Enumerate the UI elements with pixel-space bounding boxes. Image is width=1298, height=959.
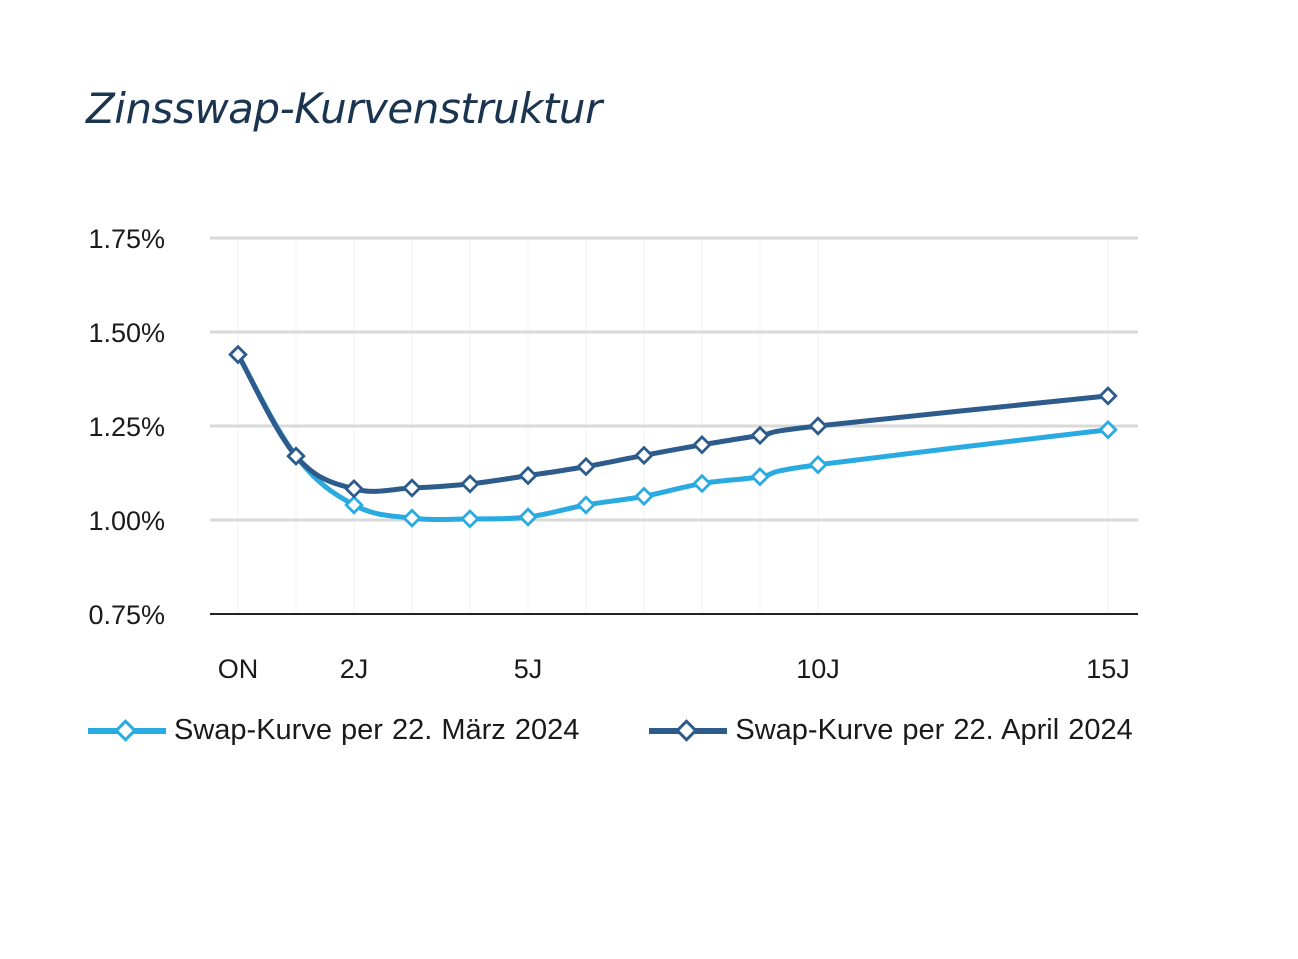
data-point-0 xyxy=(576,495,596,515)
data-point-1 xyxy=(228,344,248,365)
data-point-0 xyxy=(460,509,480,529)
data-point-0 xyxy=(344,495,364,515)
legend-item-april: Swap-Kurve per 22. April 2024 xyxy=(647,714,1133,747)
legend-swatch-april xyxy=(649,718,728,742)
legend-label-april: Swap-Kurve per 22. April 2024 xyxy=(735,714,1133,746)
data-point-0 xyxy=(1098,420,1118,440)
legend-swatch-march xyxy=(88,718,166,742)
data-point-1 xyxy=(576,456,596,477)
data-point-0 xyxy=(402,508,422,528)
series-lines xyxy=(235,353,1109,523)
x-tick-label: 15J xyxy=(1086,654,1130,684)
chart-title: Zinsswap-Kurvenstruktur xyxy=(86,84,602,133)
x-tick-label: 5J xyxy=(514,654,543,684)
data-point-1 xyxy=(692,435,712,455)
data-point-0 xyxy=(750,467,770,487)
data-point-1 xyxy=(518,465,538,486)
x-tick-label: 2J xyxy=(340,654,369,684)
data-point-1 xyxy=(402,478,422,498)
series-line-0 xyxy=(235,353,1109,523)
data-point-1 xyxy=(1098,386,1118,406)
data-point-0 xyxy=(692,473,712,494)
data-point-1 xyxy=(634,445,654,466)
y-tick-label: 1.00% xyxy=(88,506,165,536)
y-tick-label: 1.25% xyxy=(88,412,165,442)
legend: Swap-Kurve per 22. März 2024 Swap-Kurve … xyxy=(86,714,1133,747)
data-point-0 xyxy=(518,507,538,527)
data-point-1 xyxy=(808,416,828,436)
data-point-1 xyxy=(460,474,480,494)
y-tick-label: 0.75% xyxy=(88,600,165,630)
legend-label-march: Swap-Kurve per 22. März 2024 xyxy=(174,714,580,746)
data-point-1 xyxy=(344,479,364,499)
y-tick-label: 1.75% xyxy=(88,224,165,254)
grid-lines xyxy=(210,236,1138,615)
data-point-0 xyxy=(634,486,654,507)
x-tick-label: 10J xyxy=(796,654,840,684)
x-axis-labels: ON 2J 5J 10J 15J xyxy=(218,654,1130,684)
y-tick-label: 1.50% xyxy=(88,318,165,348)
legend-item-march: Swap-Kurve per 22. März 2024 xyxy=(86,714,579,747)
series-line-1 xyxy=(235,353,1109,494)
line-chart: 0.75% 1.00% 1.25% 1.50% 1.75% ON 2J 5J 10J 15J xyxy=(88,224,1138,684)
data-point-1 xyxy=(750,425,770,446)
data-point-0 xyxy=(808,454,828,475)
x-tick-label: ON xyxy=(218,654,259,684)
series-points xyxy=(228,344,1118,529)
data-point-1 xyxy=(286,446,306,466)
y-axis-labels: 0.75% 1.00% 1.25% 1.50% 1.75% xyxy=(88,224,165,630)
